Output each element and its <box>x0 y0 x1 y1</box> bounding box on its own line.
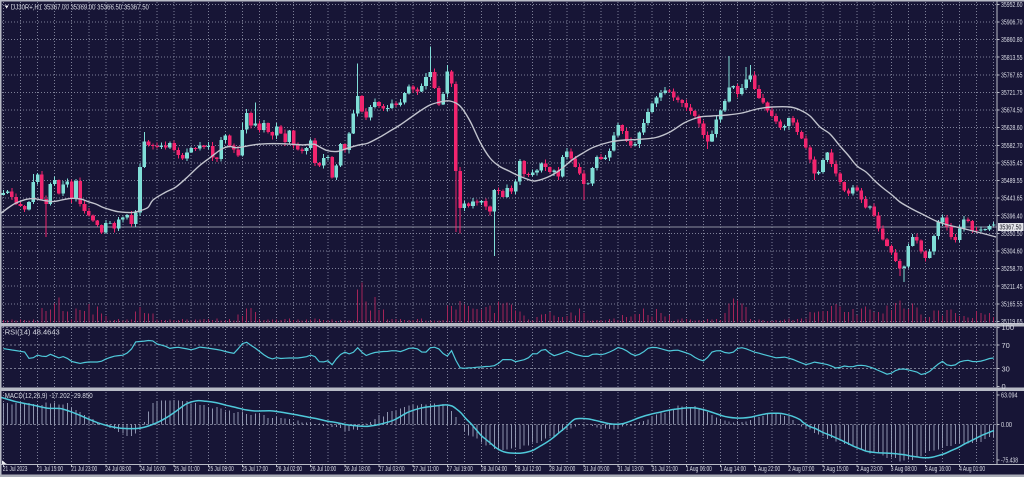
svg-text:MACD(12,26,9) -17.202 -29.850: MACD(12,26,9) -17.202 -29.850 <box>5 391 93 400</box>
svg-text:RSI(14) 48.4643: RSI(14) 48.4643 <box>5 327 60 336</box>
svg-text:21 Jul 2023: 21 Jul 2023 <box>3 464 28 473</box>
svg-text:35721.75: 35721.75 <box>1001 88 1023 97</box>
svg-text:3 Aug 08:00: 3 Aug 08:00 <box>891 464 917 473</box>
svg-text:-75.438: -75.438 <box>1001 455 1018 464</box>
svg-text:26 Jul 02:00: 26 Jul 02:00 <box>276 464 302 473</box>
svg-text:35813.55: 35813.55 <box>1001 53 1023 62</box>
svg-text:24 Jul 08:00: 24 Jul 08:00 <box>105 464 131 473</box>
svg-text:0: 0 <box>1002 382 1006 391</box>
svg-text:100: 100 <box>1002 323 1015 332</box>
svg-text:35211.45: 35211.45 <box>1001 282 1023 291</box>
svg-text:35258.70: 35258.70 <box>1001 264 1023 273</box>
svg-text:27 Jul 11:00: 27 Jul 11:00 <box>413 464 439 473</box>
svg-text:1 Aug 06:00: 1 Aug 06:00 <box>686 464 712 473</box>
svg-text:25 Jul 09:00: 25 Jul 09:00 <box>208 464 234 473</box>
svg-text:24 Jul 16:00: 24 Jul 16:00 <box>140 464 166 473</box>
svg-text:35628.60: 35628.60 <box>1001 123 1023 132</box>
svg-text:3 Aug 16:00: 3 Aug 16:00 <box>925 464 951 473</box>
svg-text:26 Jul 10:00: 26 Jul 10:00 <box>310 464 336 473</box>
svg-text:35396.40: 35396.40 <box>1001 211 1023 220</box>
svg-text:27 Jul 19:00: 27 Jul 19:00 <box>447 464 473 473</box>
svg-text:21 Jul 23:00: 21 Jul 23:00 <box>71 464 97 473</box>
svg-text:35906.70: 35906.70 <box>1001 18 1023 27</box>
svg-text:35489.55: 35489.55 <box>1001 176 1023 185</box>
svg-text:DJ30R+,H1 35367.00 35369.00 3: DJ30R+,H1 35367.00 35369.00 35366.50 353… <box>11 3 149 12</box>
svg-text:28 Jul 04:00: 28 Jul 04:00 <box>481 464 507 473</box>
svg-text:31 Jul 05:00: 31 Jul 05:00 <box>583 464 609 473</box>
svg-text:35674.50: 35674.50 <box>1001 106 1023 115</box>
svg-text:4 Aug 01:00: 4 Aug 01:00 <box>959 464 985 473</box>
svg-text:28 Jul 12:00: 28 Jul 12:00 <box>515 464 541 473</box>
svg-text:35860.80: 35860.80 <box>1001 35 1023 44</box>
svg-text:63.094: 63.094 <box>1001 390 1018 399</box>
svg-text:21 Jul 15:00: 21 Jul 15:00 <box>37 464 63 473</box>
svg-text:35767.65: 35767.65 <box>1001 70 1023 79</box>
svg-text:26 Jul 18:00: 26 Jul 18:00 <box>344 464 370 473</box>
svg-text:28 Jul 20:00: 28 Jul 20:00 <box>549 464 575 473</box>
svg-text:1 Aug 22:00: 1 Aug 22:00 <box>754 464 780 473</box>
svg-text:31 Jul 13:00: 31 Jul 13:00 <box>618 464 644 473</box>
svg-text:35582.70: 35582.70 <box>1001 141 1023 150</box>
svg-text:35952.60: 35952.60 <box>1001 0 1023 9</box>
svg-text:35350.50: 35350.50 <box>1001 229 1023 238</box>
svg-text:35119.65: 35119.65 <box>1001 317 1023 326</box>
svg-text:35535.45: 35535.45 <box>1001 159 1023 168</box>
svg-text:25 Jul 01:00: 25 Jul 01:00 <box>174 464 200 473</box>
svg-text:27 Jul 03:00: 27 Jul 03:00 <box>379 464 405 473</box>
svg-text:35443.65: 35443.65 <box>1001 194 1023 203</box>
svg-text:70: 70 <box>1002 341 1010 350</box>
svg-text:1 Aug 14:00: 1 Aug 14:00 <box>720 464 746 473</box>
svg-text:2 Aug 07:00: 2 Aug 07:00 <box>788 464 814 473</box>
svg-text:2 Aug 23:00: 2 Aug 23:00 <box>857 464 883 473</box>
svg-text:35165.55: 35165.55 <box>1001 299 1023 308</box>
svg-text:2 Aug 15:00: 2 Aug 15:00 <box>823 464 849 473</box>
svg-text:35367.50: 35367.50 <box>1000 223 1022 232</box>
svg-text:0.00: 0.00 <box>1001 420 1012 429</box>
svg-text:35304.60: 35304.60 <box>1001 247 1023 256</box>
svg-text:30: 30 <box>1002 364 1010 373</box>
svg-text:31 Jul 21:00: 31 Jul 21:00 <box>652 464 678 473</box>
svg-text:25 Jul 17:00: 25 Jul 17:00 <box>242 464 268 473</box>
